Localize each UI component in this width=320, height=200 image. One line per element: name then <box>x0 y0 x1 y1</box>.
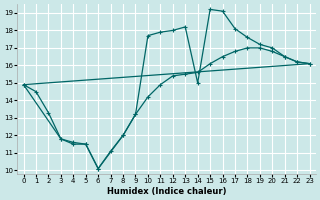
X-axis label: Humidex (Indice chaleur): Humidex (Indice chaleur) <box>107 187 226 196</box>
